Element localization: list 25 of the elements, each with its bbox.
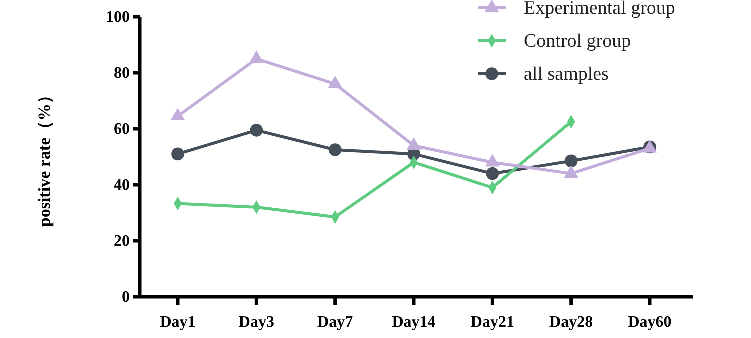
y-tick-label: 80 xyxy=(114,65,130,82)
point xyxy=(250,124,264,137)
legend-label: all samples xyxy=(524,64,609,85)
point xyxy=(328,76,343,88)
point xyxy=(249,50,264,64)
point xyxy=(328,144,342,156)
y-tick-label: 20 xyxy=(114,233,130,250)
y-tick-label: 40 xyxy=(114,177,130,194)
y-tick-label: 0 xyxy=(122,289,130,306)
y-tick-label: 100 xyxy=(106,9,130,26)
y-axis-title: positive rate（%） xyxy=(35,86,54,228)
x-tick-label: Day3 xyxy=(238,314,274,332)
x-tick-label: Day28 xyxy=(550,314,594,332)
x-tick-label: Day1 xyxy=(160,314,196,332)
point xyxy=(486,167,500,180)
x-tick-label: Day60 xyxy=(628,314,672,332)
point xyxy=(172,148,184,161)
x-tick-label: Day7 xyxy=(318,314,354,332)
point xyxy=(170,108,186,121)
legend-label: Control group xyxy=(524,31,632,52)
x-tick-label: Day21 xyxy=(470,314,514,332)
point xyxy=(564,154,578,168)
x-tick-label: Day14 xyxy=(392,314,436,332)
legend-label: Experimental group xyxy=(524,0,676,19)
y-tick-label: 60 xyxy=(114,121,130,138)
